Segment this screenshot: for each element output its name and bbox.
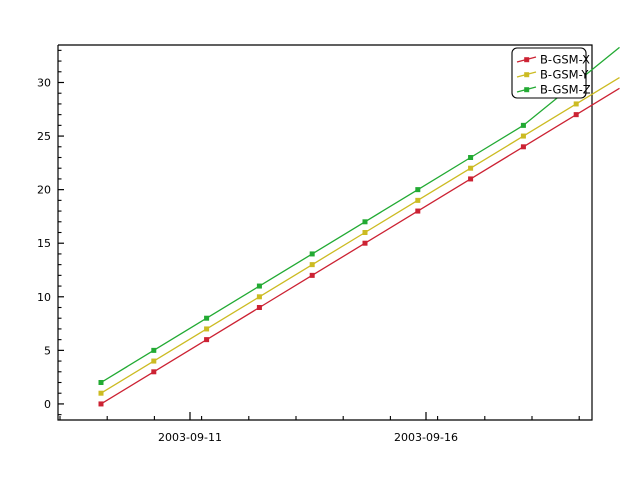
data-point-marker [520,122,526,128]
y-axis-ticks [58,49,64,416]
data-point-marker [573,112,579,118]
data-point-marker [468,165,474,171]
y-tick-label: 5 [44,344,51,357]
data-point-marker [362,240,368,246]
data-point-marker [415,197,421,203]
chart-legend[interactable]: B-GSM-XB-GSM-YB-GSM-Z [511,47,591,99]
data-point-marker [256,283,262,289]
data-point-marker [309,272,315,278]
y-tick-label: 15 [37,237,51,250]
data-point-marker [151,358,157,364]
legend-background [511,47,587,99]
data-point-marker [309,262,315,268]
data-point-marker [256,294,262,300]
data-point-marker [309,251,315,257]
legend-label: B-GSM-X [540,53,590,67]
data-point-marker [520,144,526,150]
x-tick-label: 2003-09-16 [394,431,458,444]
x-axis-ticks [59,412,580,420]
data-point-marker [98,390,104,396]
x-axis-tick-labels: 2003-09-11 2003-09-16 [158,431,458,444]
data-series-group [98,46,620,407]
data-point-marker [98,379,104,385]
legend-label: B-GSM-Y [540,68,589,82]
data-point-marker [204,315,210,321]
data-point-marker [520,133,526,139]
data-point-marker [415,187,421,193]
y-tick-label: 20 [37,184,51,197]
series-b-gsm-x [98,87,620,407]
series-b-gsm-y [98,77,620,396]
legend-marker-swatch [524,72,530,78]
y-tick-label: 30 [37,77,51,90]
y-axis-tick-labels: 0 5 10 15 20 25 30 [37,77,51,411]
legend-marker-swatch [524,87,530,93]
x-tick-label: 2003-09-11 [158,431,222,444]
data-point-marker [362,230,368,236]
y-tick-label: 0 [44,398,51,411]
data-point-marker [151,369,157,375]
y-tick-label: 10 [37,291,51,304]
data-point-marker [151,347,157,353]
legend-entry-b-gsm-x[interactable]: B-GSM-X [516,53,590,67]
data-point-marker [256,304,262,310]
series-b-gsm-z [98,46,620,385]
series-line [100,77,620,394]
legend-entry-b-gsm-z[interactable]: B-GSM-Z [516,83,591,97]
data-point-marker [573,101,579,107]
legend-label: B-GSM-Z [540,83,591,97]
data-point-marker [204,337,210,343]
data-point-marker [362,219,368,225]
data-point-marker [468,155,474,161]
data-point-marker [415,208,421,214]
legend-marker-swatch [524,57,530,63]
y-tick-label: 25 [37,130,51,143]
data-point-marker [468,176,474,182]
data-point-marker [204,326,210,332]
legend-entry-b-gsm-y[interactable]: B-GSM-Y [516,68,589,82]
data-point-marker [98,401,104,407]
series-line [100,87,620,405]
plot-frame [57,44,593,421]
